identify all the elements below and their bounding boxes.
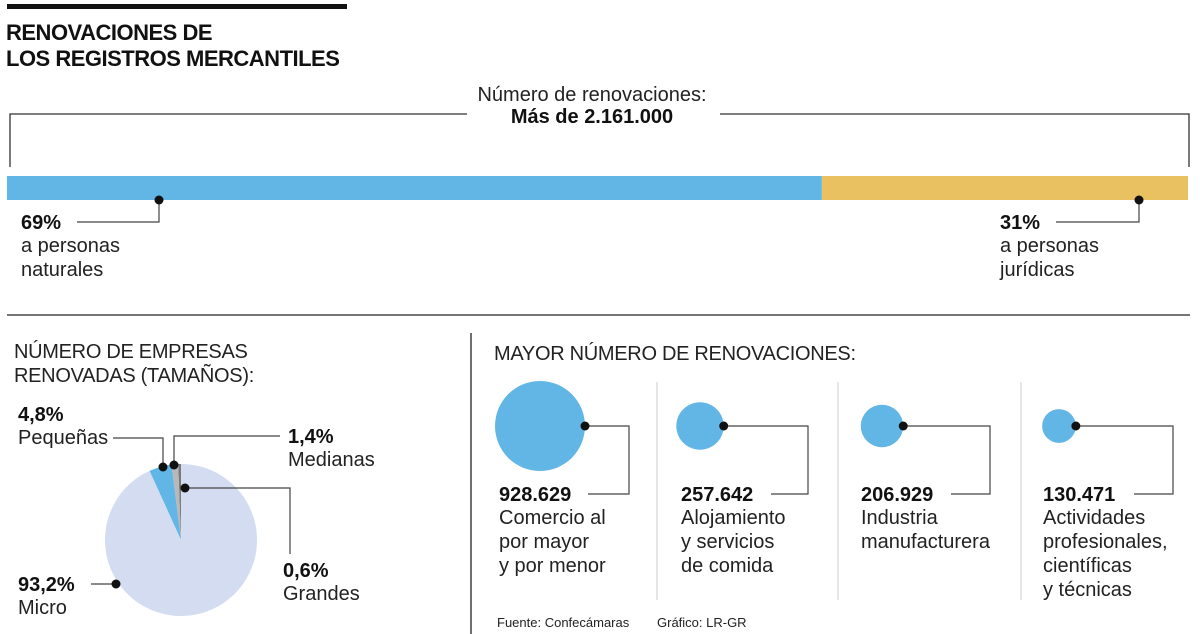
bubble-text-industria-1: Industria bbox=[861, 507, 938, 529]
bubble-callout-line-comercio bbox=[585, 425, 630, 495]
bubble-text-alojamiento-2: y servicios bbox=[681, 531, 775, 553]
bar-callouts bbox=[77, 200, 1140, 223]
pie-pct-grandes: 0,6% bbox=[283, 560, 329, 582]
text-juridicas-2: jurídicas bbox=[1000, 259, 1075, 281]
bubble-value-industria: 206.929 bbox=[861, 484, 934, 506]
pie-title-line-2: RENOVADAS (TAMAÑOS): bbox=[14, 365, 254, 387]
pie-name-medianas: Medianas bbox=[288, 449, 375, 471]
callout-dot-juridicas bbox=[1134, 195, 1144, 205]
callout-dot-micro bbox=[111, 579, 121, 589]
total-bracket bbox=[9, 113, 1190, 167]
bubble-callout-dot-alojamiento bbox=[719, 421, 729, 431]
bubble-value-alojamiento: 257.642 bbox=[681, 484, 754, 506]
pie-name-pequenas: Pequeñas bbox=[18, 427, 109, 449]
bubble-callout-line-alojamiento bbox=[723, 425, 809, 495]
pie-pct-medianas: 1,4% bbox=[288, 426, 334, 448]
credit-note: Gráfico: LR-GR bbox=[657, 615, 747, 630]
bubble-callout-dot-industria bbox=[898, 421, 908, 431]
pie-name-grandes: Grandes bbox=[283, 583, 360, 605]
bubble-label-alojamiento: 257.642 Alojamiento y servicios de comid… bbox=[681, 484, 786, 578]
bracket-right bbox=[720, 113, 1190, 167]
pie-slice-micro bbox=[104, 464, 257, 616]
bubble-actividades bbox=[1042, 409, 1076, 443]
bubble-comercio bbox=[495, 381, 585, 471]
callout-line-pequenas bbox=[113, 437, 164, 467]
bubble-text-comercio-3: y por menor bbox=[499, 555, 606, 577]
bubble-text-comercio-1: Comercio al bbox=[499, 507, 606, 529]
top-rule bbox=[7, 4, 347, 9]
bar-segment-naturales bbox=[7, 176, 822, 200]
bracket-left bbox=[9, 113, 467, 167]
bubble-label-actividades: 130.471 Actividades profesionales, cient… bbox=[1043, 484, 1168, 602]
bubble-text-alojamiento-1: Alojamiento bbox=[681, 507, 786, 529]
total-value: Más de 2.161.000 bbox=[510, 106, 674, 128]
bubble-text-actividades-3: científicas bbox=[1043, 555, 1132, 577]
callout-line-grandes bbox=[185, 487, 291, 554]
bubble-label-industria: 206.929 Industria manufacturera bbox=[861, 484, 990, 554]
pie-chart bbox=[104, 464, 257, 616]
pie-label-grandes: 0,6% Grandes bbox=[283, 560, 360, 606]
bubble-alojamiento bbox=[676, 402, 724, 450]
label-naturales: 69% a personas naturales bbox=[21, 212, 120, 282]
bubble-label-comercio: 928.629 Comercio al por mayor y por meno… bbox=[499, 484, 606, 578]
bubble-text-industria-2: manufacturera bbox=[861, 531, 990, 553]
pie-name-micro: Micro bbox=[18, 597, 67, 619]
pie-callouts bbox=[91, 435, 291, 585]
source-note: Fuente: Confecámaras bbox=[497, 615, 630, 630]
pie-slice-pequenas bbox=[149, 464, 181, 540]
callout-dot-pequenas bbox=[158, 462, 168, 472]
text-naturales-2: naturales bbox=[21, 259, 104, 281]
bubble-callout-dot-actividades bbox=[1071, 421, 1081, 431]
pie-slice-medianas bbox=[171, 464, 181, 540]
bubble-text-alojamiento-3: de comida bbox=[681, 555, 774, 577]
split-bar bbox=[7, 176, 1188, 200]
bubble-callout-line-actividades bbox=[1075, 425, 1174, 495]
pie-label-medianas: 1,4% Medianas bbox=[288, 426, 375, 472]
callout-dot-grandes bbox=[180, 483, 190, 493]
callout-line-juridicas bbox=[1056, 200, 1140, 223]
total-label: Número de renovaciones: bbox=[477, 84, 707, 106]
bubble-chart bbox=[495, 381, 1174, 495]
pie-section-title: NÚMERO DE EMPRESAS RENOVADAS (TAMAÑOS): bbox=[14, 340, 254, 388]
callout-dot-naturales bbox=[154, 195, 164, 205]
bubble-callout-dot-comercio bbox=[580, 421, 590, 431]
page-title: RENOVACIONES DE LOS REGISTROS MERCANTILE… bbox=[6, 20, 340, 72]
callout-line-medianas bbox=[173, 435, 280, 465]
callout-line-naturales bbox=[77, 200, 160, 223]
bar-segment-juridicas bbox=[821, 176, 1188, 200]
bubble-industria bbox=[860, 404, 904, 448]
pie-pct-micro: 93,2% bbox=[18, 574, 75, 596]
callout-dot-medianas bbox=[169, 460, 179, 470]
bubble-value-actividades: 130.471 bbox=[1043, 484, 1116, 506]
label-juridicas: 31% a personas jurídicas bbox=[1000, 212, 1099, 282]
bubble-text-actividades-2: profesionales, bbox=[1043, 531, 1168, 553]
bubble-text-comercio-2: por mayor bbox=[499, 531, 590, 553]
bubble-callout-line-industria bbox=[903, 425, 991, 495]
pie-pct-pequenas: 4,8% bbox=[18, 404, 64, 426]
bubble-value-comercio: 928.629 bbox=[499, 484, 572, 506]
title-line-1: RENOVACIONES DE bbox=[6, 20, 213, 45]
bubble-text-actividades-1: Actividades bbox=[1043, 507, 1146, 529]
pie-label-micro: 93,2% Micro bbox=[18, 574, 75, 620]
bubble-section-title: MAYOR NÚMERO DE RENOVACIONES: bbox=[494, 343, 856, 365]
bubble-text-actividades-4: y técnicas bbox=[1043, 579, 1132, 601]
title-line-2: LOS REGISTROS MERCANTILES bbox=[6, 46, 340, 71]
pie-label-pequenas: 4,8% Pequeñas bbox=[18, 404, 108, 450]
pct-juridicas: 31% bbox=[1000, 212, 1041, 234]
pie-title-line-1: NÚMERO DE EMPRESAS bbox=[14, 341, 248, 363]
pie-slice-grandes bbox=[178, 464, 181, 540]
pct-naturales: 69% bbox=[21, 212, 62, 234]
text-juridicas-1: a personas bbox=[1000, 235, 1099, 257]
text-naturales-1: a personas bbox=[21, 235, 120, 257]
